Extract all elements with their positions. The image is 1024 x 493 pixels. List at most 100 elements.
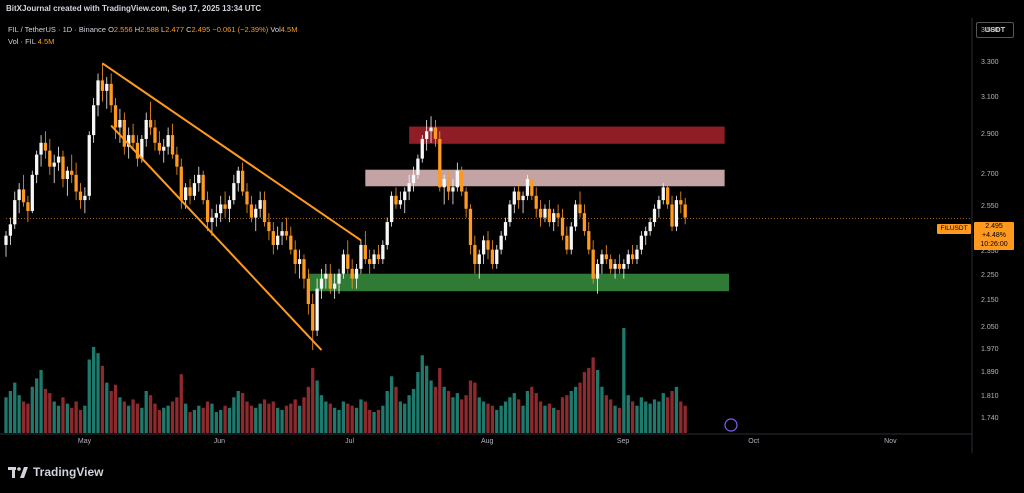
volume-bar (460, 399, 464, 433)
candle-body (609, 259, 613, 269)
candle-body (679, 200, 683, 205)
candle-body (573, 204, 578, 227)
volume-bar (131, 399, 135, 433)
zone-support (308, 273, 729, 292)
symbol-price-tag: FILUSDT (937, 224, 971, 234)
volume-bar (381, 405, 385, 433)
candle-body (451, 187, 455, 192)
volume-bar (503, 401, 508, 433)
x-tick-label: May (77, 438, 92, 445)
candle-body (214, 213, 218, 218)
volume-bar (289, 403, 293, 433)
volume-bar (140, 407, 144, 433)
volume-indicator-label[interactable]: Vol · FIL (8, 37, 36, 46)
x-tick-label: Nov (884, 438, 897, 445)
volume-bar (376, 409, 381, 433)
y-tick-label: 3.100 (981, 94, 999, 102)
volume-bar (477, 397, 481, 433)
volume-bar (61, 397, 65, 433)
currency-button[interactable]: USDT (976, 22, 1014, 38)
candle-body (262, 200, 267, 223)
volume-bar (565, 395, 569, 433)
candle-body (179, 166, 183, 201)
candle-body (503, 222, 508, 236)
candle-body (604, 254, 608, 260)
volume-bar (105, 382, 109, 433)
volume-bar (630, 401, 635, 433)
candle-body (582, 213, 587, 232)
change-value: −0.061 (−2.39%) (212, 25, 271, 34)
volume-bar (341, 401, 346, 433)
y-tick-label: 2.350 (981, 248, 999, 255)
candle-body (346, 254, 350, 269)
volume-bar (604, 395, 608, 433)
candle-body (140, 138, 144, 159)
open-value: 2.556 (113, 25, 135, 34)
candle-body (595, 263, 600, 279)
volume-bar (429, 380, 433, 433)
volume-bar (276, 407, 280, 433)
volume-bar (91, 346, 96, 433)
y-tick-label: 2.050 (981, 323, 999, 331)
volume-bar (495, 409, 499, 433)
candle-body (4, 235, 8, 245)
volume-bar (26, 403, 30, 433)
zone-resistance-mid (365, 169, 725, 187)
candle-body (425, 131, 429, 139)
candle-body (127, 135, 131, 147)
candle-body (683, 204, 687, 218)
candle-body (591, 249, 595, 279)
candle-body (385, 222, 389, 245)
volume-bar (227, 407, 232, 433)
candle-body (157, 142, 162, 151)
candle-body (87, 135, 91, 196)
volume-bar (148, 395, 153, 433)
volume-bar (486, 403, 490, 433)
volume-bar (4, 397, 8, 433)
volume-indicator-value: 4.5M (37, 37, 55, 46)
volume-bar (442, 386, 446, 433)
volume-bar (30, 386, 34, 433)
volume-bar (600, 386, 604, 433)
candle-body (39, 142, 43, 155)
x-tick-label: Jun (213, 438, 225, 445)
volume-bar (525, 391, 530, 433)
volume-bar (368, 409, 372, 433)
candle-body (389, 195, 394, 223)
volume-bar (407, 395, 411, 433)
candle-body (547, 208, 551, 223)
candle-body (56, 156, 61, 163)
candle-body (517, 191, 521, 201)
tradingview-logo[interactable]: TradingView (8, 465, 103, 479)
candle-body (74, 174, 78, 192)
volume-bar (135, 403, 140, 433)
price-chart[interactable] (0, 0, 1024, 455)
volume-bar (70, 407, 74, 433)
volume-bar (569, 391, 573, 433)
candle-body (236, 170, 240, 184)
volume-bar (118, 397, 122, 433)
volume-bar (74, 401, 78, 433)
volume-bar (425, 365, 429, 433)
candle-body (13, 200, 17, 225)
candle-body (403, 191, 407, 201)
y-tick-label: 2.150 (981, 297, 999, 305)
volume-bar (197, 405, 201, 433)
candle-body (460, 170, 464, 192)
open-label: O (108, 25, 114, 34)
candle-body (420, 138, 424, 159)
volume-bar (179, 374, 183, 433)
candle-body (240, 170, 245, 192)
y-tick-label: 1.740 (981, 415, 999, 423)
volume-bar (166, 405, 170, 433)
volume-bar (254, 407, 258, 433)
volume-bar (153, 403, 157, 433)
candle-body (372, 254, 376, 264)
volume-bar (670, 391, 674, 433)
candle-body (17, 189, 21, 201)
volume-bar (617, 407, 622, 433)
symbol-description[interactable]: FIL / TetherUS · 1D · Binance (8, 25, 106, 34)
volume-bar (162, 407, 166, 433)
candle-body (271, 231, 275, 245)
y-tick-label: 3.500 (981, 26, 999, 34)
